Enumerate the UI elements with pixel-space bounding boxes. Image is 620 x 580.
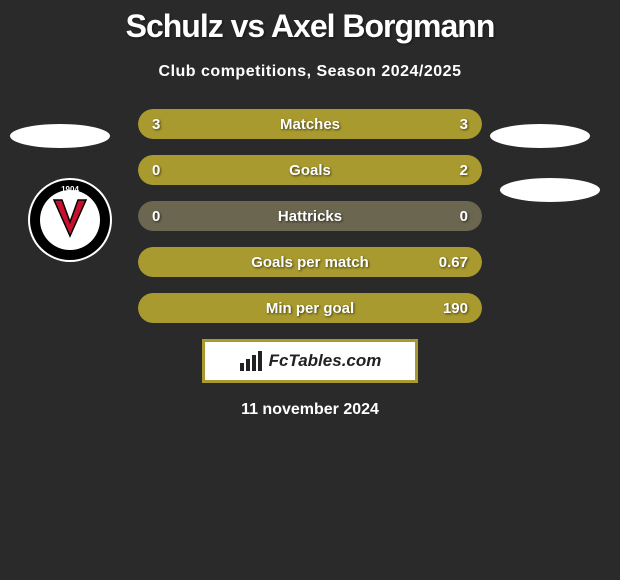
stat-label: Hattricks bbox=[278, 208, 342, 225]
stat-right-value: 0 bbox=[460, 208, 468, 225]
stat-left-value: 0 bbox=[152, 162, 160, 179]
fctables-label: FcTables.com bbox=[269, 351, 382, 371]
bar-chart-icon bbox=[239, 351, 263, 371]
stat-right-value: 0.67 bbox=[439, 254, 468, 271]
club-badge-viktoria-koln: 1904 VIKTORIA KÖLN bbox=[28, 178, 112, 262]
stat-row: 0 Goals 2 bbox=[138, 155, 482, 185]
stat-label: Min per goal bbox=[266, 300, 354, 317]
stat-right-value: 3 bbox=[460, 116, 468, 133]
date-text: 11 november 2024 bbox=[0, 401, 620, 419]
subtitle: Club competitions, Season 2024/2025 bbox=[0, 63, 620, 81]
player-right-marker bbox=[490, 124, 590, 148]
stat-label: Goals bbox=[289, 162, 331, 179]
stat-left-value: 3 bbox=[152, 116, 160, 133]
svg-text:1904: 1904 bbox=[61, 185, 79, 194]
stat-row: 3 Matches 3 bbox=[138, 109, 482, 139]
stat-label: Goals per match bbox=[251, 254, 369, 271]
stat-right-value: 190 bbox=[443, 300, 468, 317]
stat-right-value: 2 bbox=[460, 162, 468, 179]
player-left-marker bbox=[10, 124, 110, 148]
stat-label: Matches bbox=[280, 116, 340, 133]
stat-row: Goals per match 0.67 bbox=[138, 247, 482, 277]
stat-row: Min per goal 190 bbox=[138, 293, 482, 323]
stat-row: 0 Hattricks 0 bbox=[138, 201, 482, 231]
fctables-attribution: FcTables.com bbox=[202, 339, 418, 383]
stat-left-value: 0 bbox=[152, 208, 160, 225]
comparison-title: Schulz vs Axel Borgmann bbox=[0, 0, 620, 45]
player-right-marker-2 bbox=[500, 178, 600, 202]
